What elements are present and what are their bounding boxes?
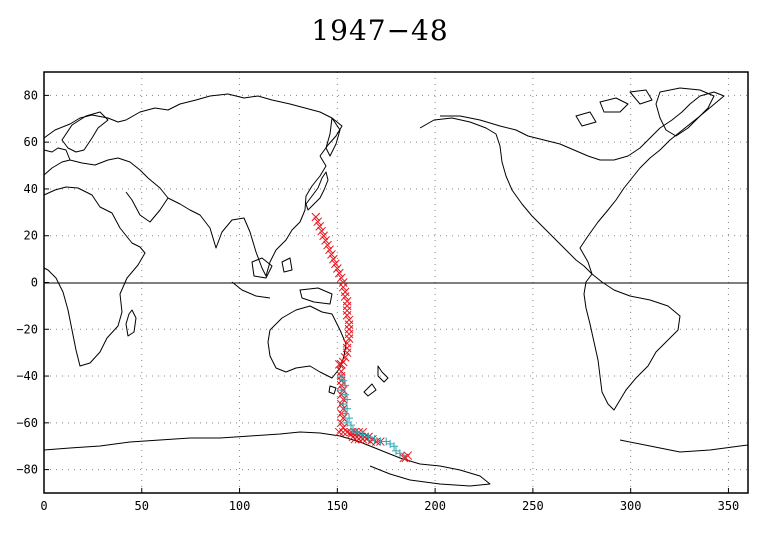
coast-madagascar xyxy=(125,309,137,337)
track-point-x-marker xyxy=(327,250,336,259)
track-point-x-marker xyxy=(315,222,325,231)
coast-south-america xyxy=(583,273,681,411)
track-point-x-marker xyxy=(342,306,352,315)
coast-africa xyxy=(43,186,146,367)
y-tick-label: 60 xyxy=(24,135,38,149)
track-point-x-marker xyxy=(325,245,334,255)
coast-greenland xyxy=(655,87,715,137)
coast-kamchatka xyxy=(325,117,341,157)
track-point-plus-marker xyxy=(343,395,352,404)
track-point-plus-marker xyxy=(399,451,408,460)
coast-asia-north xyxy=(125,93,343,157)
track-point-x-marker xyxy=(344,334,354,343)
track-point-x-marker xyxy=(331,259,340,269)
y-tick-label: 20 xyxy=(24,229,38,243)
track-point-plus-marker xyxy=(345,414,354,423)
coastlines xyxy=(43,87,749,487)
track-point-x-marker xyxy=(334,268,344,278)
track-point-plus-marker xyxy=(337,386,346,395)
coast-indonesia xyxy=(231,257,333,305)
x-tick-label: 50 xyxy=(135,499,149,513)
coast-new-zealand xyxy=(363,365,389,397)
coast-australia xyxy=(267,305,347,379)
coast-europe xyxy=(43,114,149,179)
track-point-plus-marker xyxy=(341,381,350,390)
track-point-x-marker xyxy=(342,310,352,320)
x-tick-label: 250 xyxy=(522,499,544,513)
track-point-x-marker xyxy=(317,226,327,236)
track-point-x-marker xyxy=(334,360,344,369)
track-point-plus-marker xyxy=(341,409,350,418)
track-point-x-marker xyxy=(321,236,330,245)
track-markers xyxy=(311,212,413,463)
y-tick-label: 0 xyxy=(31,276,38,290)
x-tick-label: 300 xyxy=(620,499,642,513)
track-point-plus-marker xyxy=(337,372,346,381)
track-point-plus-marker xyxy=(343,404,352,413)
track-point-plus-marker xyxy=(347,421,356,430)
track-point-x-marker xyxy=(350,434,360,444)
track-point-plus-marker xyxy=(358,430,367,439)
y-tick-label: −80 xyxy=(16,463,38,477)
track-point-x-marker xyxy=(332,264,342,273)
coast-asia-south xyxy=(125,155,327,277)
axis-ticks: 0 50 100 150 200 250 300 350806040200−20−40−60−… xyxy=(16,88,739,513)
track-point-x-marker xyxy=(336,273,346,283)
track-point-x-marker xyxy=(336,360,346,369)
coast-tasmania xyxy=(328,385,337,395)
track-point-plus-marker xyxy=(339,400,348,409)
y-tick-label: −40 xyxy=(16,369,38,383)
track-point-x-marker xyxy=(340,292,350,301)
track-point-x-marker xyxy=(342,301,352,311)
track-point-x-marker xyxy=(354,434,364,444)
track-point-x-marker xyxy=(344,329,354,339)
coast-arctic-islands xyxy=(575,89,653,127)
track-point-x-marker xyxy=(319,231,328,241)
y-tick-label: −60 xyxy=(16,416,38,430)
track-point-x-marker xyxy=(313,217,323,227)
x-tick-label: 350 xyxy=(718,499,740,513)
x-tick-label: 0 xyxy=(40,499,47,513)
track-point-x-marker xyxy=(342,343,352,353)
track-point-plus-marker xyxy=(364,432,373,441)
track-point-x-marker xyxy=(338,413,348,423)
coast-scandinavia xyxy=(61,111,109,153)
coast-japan xyxy=(305,171,329,211)
y-tick-label: 80 xyxy=(24,88,38,102)
coast-antarctica xyxy=(43,431,749,487)
track-point-plus-marker xyxy=(352,428,361,437)
x-tick-label: 100 xyxy=(229,499,251,513)
track-point-x-marker xyxy=(338,427,348,437)
y-tick-label: 40 xyxy=(24,182,38,196)
track-point-x-marker xyxy=(336,418,346,428)
x-tick-label: 200 xyxy=(424,499,446,513)
track-point-x-marker xyxy=(344,320,354,329)
track-point-plus-marker xyxy=(341,390,350,399)
track-point-x-marker xyxy=(329,254,338,264)
track-point-x-marker xyxy=(311,212,321,222)
track-point-x-marker xyxy=(342,348,352,358)
track-point-x-marker xyxy=(334,427,344,437)
track-point-plus-marker xyxy=(339,376,348,385)
track-point-plus-marker xyxy=(370,435,379,444)
track-point-x-marker xyxy=(338,282,348,292)
track-point-plus-marker xyxy=(390,442,399,451)
track-point-x-marker xyxy=(340,352,350,362)
page-title: 1947−48 xyxy=(311,14,449,47)
y-tick-label: −20 xyxy=(16,322,38,336)
track-point-x-marker xyxy=(323,240,332,250)
coast-north-america xyxy=(419,91,725,275)
x-tick-label: 150 xyxy=(326,499,348,513)
track-point-x-marker xyxy=(344,324,354,334)
